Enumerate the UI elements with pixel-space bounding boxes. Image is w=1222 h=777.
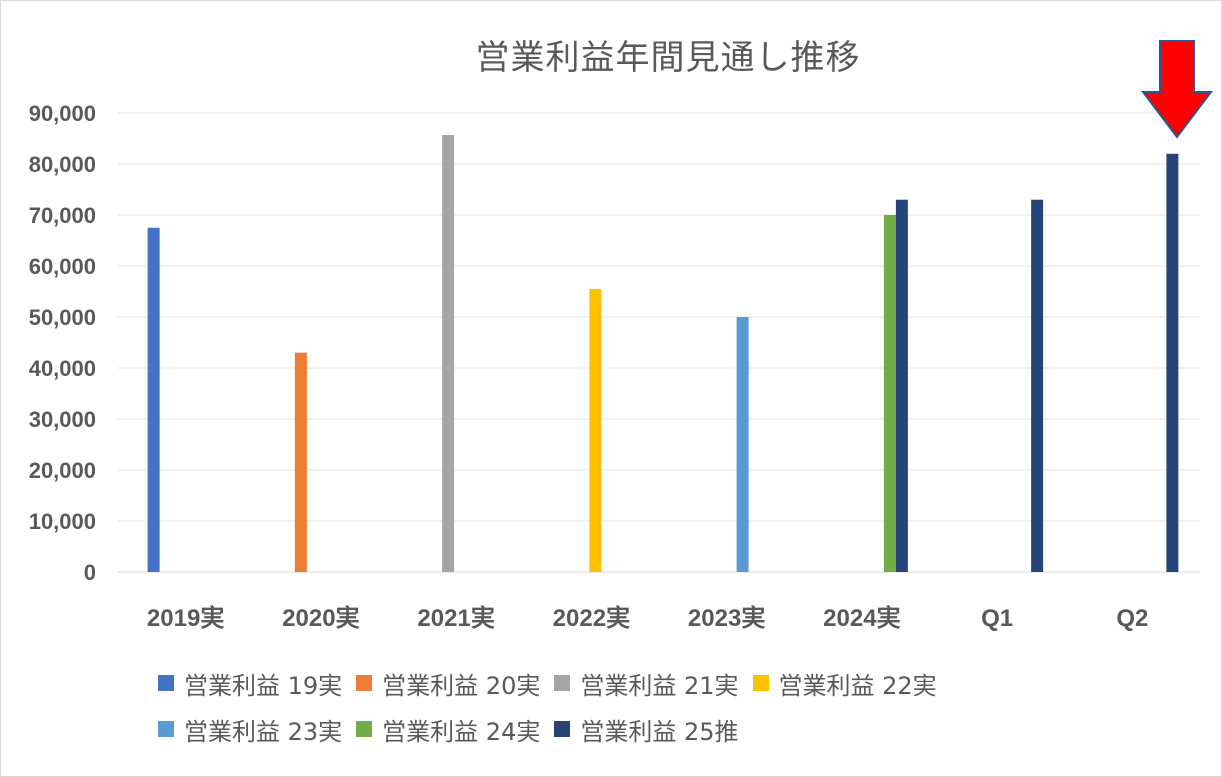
legend-item: 営業利益 21実 <box>554 666 739 701</box>
x-tick-label: Q2 <box>1116 605 1148 632</box>
legend-item: 営業利益 25推 <box>554 712 739 747</box>
bar <box>589 288 602 572</box>
legend-swatch <box>554 675 571 691</box>
legend-swatch <box>356 721 373 737</box>
bar <box>442 134 455 572</box>
down-arrow-icon <box>1140 40 1214 139</box>
chart-title: 営業利益年間見通し推移 <box>475 38 861 78</box>
y-tick-label: 0 <box>84 560 96 585</box>
y-tick-label: 90,000 <box>29 101 96 126</box>
x-tick-label: Q1 <box>981 605 1013 632</box>
y-tick-label: 40,000 <box>29 356 96 381</box>
legend-row: 営業利益 23実 営業利益 24実 営業利益 25推 <box>158 706 1098 752</box>
legend-swatch <box>158 721 174 737</box>
legend-label: 営業利益 22実 <box>778 671 937 700</box>
legend-swatch <box>356 675 373 691</box>
x-tick-label: 2024実 <box>823 604 900 632</box>
bar <box>895 199 908 572</box>
legend-label: 営業利益 19実 <box>184 671 343 700</box>
legend-item: 営業利益 19実 <box>158 666 342 701</box>
legend-row: 営業利益 19実 営業利益 20実 営業利益 21実 営業利益 22実 <box>158 660 1098 706</box>
legend-label: 営業利益 21実 <box>580 671 739 700</box>
chart-legend: 営業利益 19実 営業利益 20実 営業利益 21実 営業利益 22実営業利益 23実… <box>158 660 1098 752</box>
x-tick-label: 2023実 <box>688 604 765 632</box>
legend-swatch <box>752 675 769 691</box>
y-tick-label: 70,000 <box>29 203 96 228</box>
legend-item: 営業利益 22実 <box>752 666 937 701</box>
legend-label: 営業利益 20実 <box>382 671 541 700</box>
y-tick-label: 20,000 <box>29 458 96 483</box>
chart-plot: 0 10,000 20,000 30,000 40,000 50,000 60,000 70,… <box>29 40 1214 632</box>
legend-swatch <box>554 721 571 737</box>
y-tick-label: 50,000 <box>29 305 96 330</box>
y-tick-label: 10,000 <box>29 509 96 534</box>
legend-item: 営業利益 23実 <box>158 712 342 747</box>
y-tick-label: 30,000 <box>29 407 96 432</box>
y-tick-label: 60,000 <box>29 254 96 279</box>
legend-item: 営業利益 24実 <box>356 712 540 747</box>
y-tick-label: 80,000 <box>29 152 96 177</box>
bar <box>147 227 160 572</box>
legend-label: 営業利益 23実 <box>184 717 343 746</box>
legend-swatch <box>158 675 174 691</box>
legend-label: 営業利益 25推 <box>580 717 739 746</box>
legend-item: 営業利益 20実 <box>356 666 540 701</box>
legend-label: 営業利益 24実 <box>382 717 541 746</box>
bar <box>1031 199 1044 572</box>
x-tick-label: 2022実 <box>553 604 630 632</box>
bar <box>736 317 749 572</box>
x-tick-label: 2020実 <box>282 604 359 632</box>
bar <box>1166 153 1179 573</box>
bar <box>883 215 896 572</box>
bar <box>294 352 307 572</box>
x-tick-label: 2019実 <box>147 604 224 632</box>
x-tick-label: 2021実 <box>417 604 494 632</box>
